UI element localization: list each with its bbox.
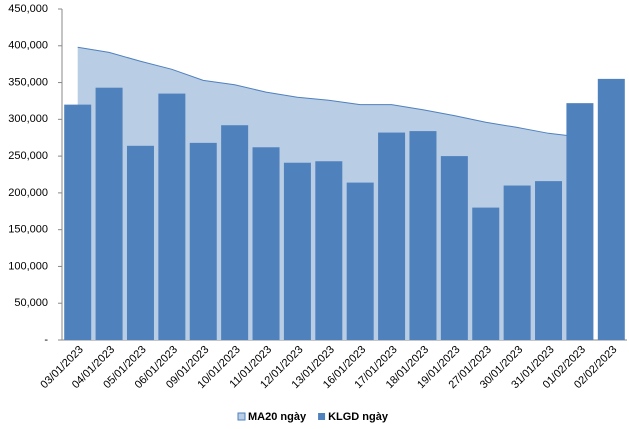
y-tick-label: 50,000 [14,297,48,309]
legend-swatch [237,412,246,421]
legend-label: MA20 ngày [248,411,307,423]
bar [126,145,154,340]
bar [189,142,217,340]
bar [378,132,406,340]
y-tick-label: 300,000 [8,113,48,125]
bar [64,104,92,340]
bar [440,156,468,340]
bar [95,87,123,341]
bar [221,125,249,341]
y-tick-label: 250,000 [8,150,48,162]
bar [472,207,500,340]
bar [535,181,563,340]
area-line [77,46,580,138]
bar [346,182,374,340]
bar [409,131,437,340]
bar [158,93,186,340]
bar [283,162,311,340]
y-tick-label: 100,000 [8,260,48,272]
y-tick-label: 450,000 [8,3,48,15]
bar [566,103,594,340]
legend-swatch [318,413,326,420]
bar [315,161,343,340]
bar [503,185,531,340]
y-tick-label: 150,000 [8,224,48,236]
y-tick-label: 400,000 [8,40,48,52]
y-tick-label: 350,000 [8,76,48,88]
legend-label: KLGD ngày [328,411,389,423]
bar [252,147,280,340]
y-tick-label: 200,000 [8,187,48,199]
bar [597,78,625,340]
y-tick-label: - [44,334,48,346]
